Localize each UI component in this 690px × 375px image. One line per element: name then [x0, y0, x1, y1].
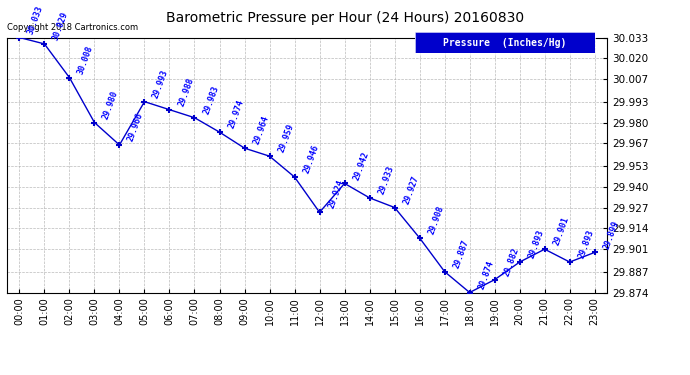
Text: 30.008: 30.008: [77, 44, 95, 75]
Text: 29.942: 29.942: [351, 150, 371, 181]
Text: 29.946: 29.946: [302, 144, 320, 175]
Text: 29.927: 29.927: [402, 174, 420, 206]
Text: 29.874: 29.874: [477, 259, 495, 290]
Text: 29.882: 29.882: [502, 246, 520, 278]
Text: 29.908: 29.908: [426, 204, 445, 236]
Text: 29.980: 29.980: [101, 89, 120, 120]
Text: 29.974: 29.974: [226, 99, 245, 130]
Text: 29.993: 29.993: [151, 68, 170, 99]
Text: 29.933: 29.933: [377, 165, 395, 196]
Text: 29.899: 29.899: [602, 219, 620, 250]
Text: Barometric Pressure per Hour (24 Hours) 20160830: Barometric Pressure per Hour (24 Hours) …: [166, 11, 524, 25]
Text: 29.966: 29.966: [126, 111, 145, 143]
Text: 30.029: 30.029: [51, 10, 70, 42]
Text: 30.033: 30.033: [26, 4, 45, 35]
Text: 29.964: 29.964: [251, 115, 270, 146]
Text: 29.959: 29.959: [277, 123, 295, 154]
Text: Copyright 2018 Cartronics.com: Copyright 2018 Cartronics.com: [7, 23, 138, 32]
Text: 29.983: 29.983: [201, 84, 220, 116]
Text: 29.887: 29.887: [451, 238, 471, 270]
Text: 29.924: 29.924: [326, 179, 345, 210]
Text: 29.893: 29.893: [526, 229, 545, 260]
Text: 29.893: 29.893: [577, 229, 595, 260]
Text: 29.988: 29.988: [177, 76, 195, 108]
Text: 29.901: 29.901: [551, 216, 571, 247]
